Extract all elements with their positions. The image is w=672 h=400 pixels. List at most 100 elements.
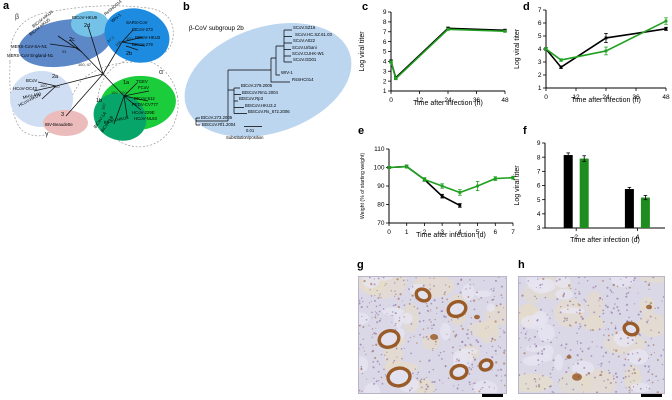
stain-speck — [476, 291, 479, 294]
y-axis-label: Log viral titer — [359, 31, 366, 72]
stain-speck — [478, 390, 481, 393]
nucleus-dot — [626, 309, 629, 312]
stain-speck — [599, 373, 603, 377]
nucleus-dot — [499, 327, 501, 329]
nucleus-dot — [573, 363, 575, 365]
network-center-node — [101, 72, 105, 76]
nucleus-dot — [583, 298, 586, 301]
stain-speck — [560, 306, 562, 308]
nucleus-dot — [589, 346, 591, 348]
nucleus-dot — [372, 361, 375, 363]
nucleus-dot — [408, 389, 411, 392]
stain-speck — [447, 377, 450, 379]
nucleus-dot — [644, 280, 647, 283]
nucleus-dot — [414, 368, 417, 370]
nucleus-dot — [628, 386, 631, 389]
nucleus-dot — [401, 357, 403, 360]
y-tick-label: 70 — [377, 220, 385, 227]
stain-focus — [566, 355, 572, 359]
nucleus-dot — [631, 353, 634, 355]
stain-speck — [363, 350, 365, 352]
cluster-id-2d: 2d — [84, 23, 91, 29]
nucleus-dot — [374, 299, 376, 302]
nucleus-dot — [600, 365, 602, 367]
y-tick-label: 1 — [383, 88, 387, 95]
nucleus-dot — [602, 355, 605, 358]
nucleus-dot — [639, 387, 642, 390]
stain-speck — [647, 283, 651, 287]
nucleus-dot — [374, 294, 376, 296]
nucleus-dot — [657, 379, 659, 382]
stain-speck — [615, 331, 618, 334]
taxon-label: HCoV-NL63 — [134, 116, 157, 121]
stain-speck — [501, 375, 503, 377]
nucleus-dot — [649, 315, 652, 318]
nucleus-dot — [632, 386, 635, 388]
stain-speck — [419, 360, 421, 363]
stain-speck — [494, 320, 497, 323]
taxon-label: MERS-CoV England-N1 — [7, 53, 54, 58]
stain-speck — [564, 318, 566, 320]
nucleus-dot — [543, 388, 546, 390]
nucleus-dot — [459, 345, 461, 347]
nucleus-dot — [594, 285, 597, 288]
nucleus-dot — [633, 277, 636, 280]
nucleus-dot — [453, 385, 455, 387]
stain-speck — [446, 333, 448, 335]
nucleus-dot — [566, 304, 569, 307]
nucleus-dot — [402, 279, 405, 282]
nucleus-dot — [536, 330, 539, 333]
nucleus-dot — [620, 381, 623, 383]
nucleus-dot — [472, 366, 474, 368]
x-tick-label: 0 — [387, 229, 391, 236]
nucleus-dot — [564, 347, 567, 349]
nucleus-dot — [645, 386, 647, 388]
nucleus-dot — [556, 337, 558, 339]
stain-speck — [480, 297, 483, 299]
nucleus-dot — [443, 315, 446, 318]
x-tick-label: 12 — [572, 94, 580, 101]
nucleus-dot — [576, 354, 579, 357]
nucleus-dot — [493, 387, 495, 389]
taxon-label: HCoV-OC43 — [13, 86, 37, 91]
nucleus-dot — [525, 337, 527, 339]
axes — [390, 12, 505, 92]
black-series-marker — [458, 204, 462, 207]
nucleus-dot — [644, 365, 647, 368]
nucleus-dot — [497, 369, 499, 371]
nucleus-dot — [392, 362, 394, 364]
nucleus-dot — [539, 284, 542, 287]
x-axis-label: Time after infection (h) — [413, 100, 483, 107]
panel-label-f: f — [523, 125, 527, 137]
nucleus-dot — [576, 362, 579, 365]
stain-speck — [403, 316, 405, 318]
nucleus-dot — [377, 370, 380, 373]
nucleus-dot — [503, 307, 505, 309]
nucleus-dot — [624, 375, 627, 378]
green-series-bar — [579, 158, 589, 228]
panel-label-a: a — [3, 0, 10, 12]
bootstrap-value: 100 — [53, 84, 60, 89]
nucleus-dot — [553, 324, 555, 327]
nucleus-dot — [490, 340, 493, 343]
stain-speck — [461, 327, 464, 330]
stain-speck — [397, 297, 400, 300]
nucleus-dot — [432, 323, 435, 326]
cluster-id-3: 3 — [61, 112, 65, 118]
nucleus-dot — [630, 365, 633, 368]
nucleus-dot — [574, 321, 577, 324]
nucleus-dot — [431, 381, 434, 384]
nucleus-dot — [587, 347, 590, 350]
nucleus-dot — [522, 327, 525, 330]
nucleus-dot — [398, 317, 401, 319]
nucleus-dot — [606, 286, 609, 289]
nucleus-dot — [369, 289, 371, 291]
nucleus-dot — [550, 376, 552, 379]
bootstrap-value: 100 — [126, 36, 133, 41]
nucleus-dot — [550, 341, 552, 344]
nucleus-dot — [614, 303, 616, 305]
nucleus-dot — [442, 310, 444, 312]
nucleus-dot — [572, 388, 575, 391]
y-tick-label: 6 — [383, 39, 387, 46]
nucleus-dot — [540, 328, 543, 330]
